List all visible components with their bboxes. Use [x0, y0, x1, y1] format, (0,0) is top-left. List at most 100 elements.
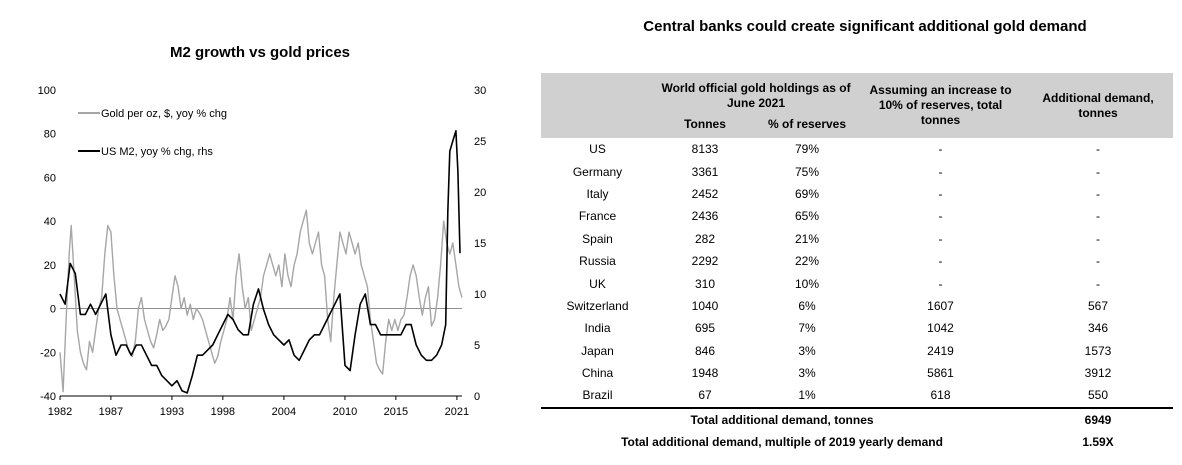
cell-tonnes: 3361 — [691, 164, 719, 179]
cell-country: China — [581, 366, 614, 381]
chart-series — [59, 130, 463, 394]
header-additional-demand: Additional demand, tonnes — [1023, 73, 1174, 138]
gold-holdings-table: World official gold holdings as of June … — [541, 73, 1174, 453]
table-row: India 695 7% 1042 346 — [541, 317, 1173, 339]
cell-additional-demand: 567 — [1088, 298, 1109, 313]
cell-pct-reserves: 7% — [798, 321, 816, 336]
cell-tonnes: 1948 — [691, 366, 719, 381]
cell-total-at-10pct: 2419 — [927, 343, 954, 358]
y-left-tick-label: 20 — [44, 260, 56, 272]
x-tick-label: 2021 — [445, 406, 469, 418]
demand-multiple-label: Total additional demand, multiple of 201… — [621, 434, 943, 449]
m2-growth-line — [59, 130, 461, 394]
table-row: US 8133 79% - - — [541, 138, 1173, 160]
y-left-tick-label: 100 — [38, 85, 56, 97]
cell-country: Switzerland — [566, 298, 629, 313]
table-row: UK 310 10% - - — [541, 272, 1173, 294]
cell-pct-reserves: 10% — [794, 276, 820, 291]
cell-tonnes: 282 — [694, 231, 716, 246]
cell-pct-reserves: 22% — [794, 254, 820, 269]
cell-total-at-10pct: 5861 — [927, 366, 954, 381]
cell-total-at-10pct: - — [938, 231, 943, 246]
cell-additional-demand: 550 — [1088, 388, 1109, 403]
table-row: Switzerland 1040 6% 1607 567 — [541, 295, 1173, 317]
chart-legend: Gold per oz, $, yoy % chg US M2, yoy % ch… — [78, 108, 227, 158]
y-right-tick-label: 0 — [474, 391, 480, 403]
table-footer: Total additional demand, tonnes 6949 Tot… — [541, 406, 1174, 453]
y-left-tick-label: 60 — [44, 172, 56, 184]
chart-panel: M2 growth vs gold prices 100 80 60 40 20 0 -20… — [0, 0, 520, 465]
demand-multiple-value: 1.59X — [1082, 434, 1114, 449]
cell-total-at-10pct: 1607 — [927, 298, 954, 313]
cell-country: US — [589, 142, 606, 157]
header-holdings-group: World official gold holdings as of June … — [654, 73, 859, 115]
header-pct-reserves: % of reserves — [756, 115, 859, 138]
header-assumption: Assuming an increase to 10% of reserves,… — [858, 73, 1024, 138]
cell-total-at-10pct: 618 — [930, 388, 951, 403]
table-row: Russia 2292 22% - - — [541, 250, 1173, 272]
table-title: Central banks could create significant a… — [643, 18, 1087, 35]
table-body: US 8133 79% - - Germany 3361 75% - - Italy 2452 69% -… — [541, 138, 1173, 408]
legend-label: US M2, yoy % chg, rhs — [101, 146, 213, 158]
cell-tonnes: 1040 — [691, 298, 719, 313]
total-demand-label: Total additional demand, tonnes — [541, 406, 1024, 431]
cell-additional-demand: 1573 — [1084, 343, 1112, 358]
cell-country: France — [578, 209, 617, 224]
cell-tonnes: 846 — [694, 343, 716, 358]
cell-tonnes: 8133 — [691, 142, 719, 157]
table-row: Germany 3361 75% - - — [541, 160, 1173, 182]
cell-total-at-10pct: - — [938, 254, 943, 269]
cell-additional-demand: 3912 — [1084, 366, 1112, 381]
y-right-tick-label: 25 — [474, 136, 486, 148]
cell-pct-reserves: 3% — [798, 343, 816, 358]
y-left-tick-label: 0 — [50, 304, 56, 316]
cell-additional-demand: - — [1096, 209, 1101, 224]
y-left-tick-label: 80 — [44, 129, 56, 141]
y-left-tick-label: -20 — [40, 347, 56, 359]
table-row: Japan 846 3% 2419 1573 — [541, 340, 1173, 362]
y-right-tick-label: 20 — [474, 187, 486, 199]
cell-country: Russia — [579, 254, 616, 269]
x-tick-label: 2010 — [333, 406, 357, 418]
cell-pct-reserves: 75% — [794, 164, 820, 179]
cell-country: Italy — [586, 186, 609, 201]
cell-pct-reserves: 65% — [794, 209, 820, 224]
header-tonnes: Tonnes — [654, 115, 756, 138]
table-row: Italy 2452 69% - - — [541, 183, 1173, 205]
cell-tonnes: 695 — [694, 321, 716, 336]
cell-additional-demand: - — [1096, 186, 1101, 201]
x-tick-label: 1982 — [48, 406, 72, 418]
y-right-tick-label: 10 — [474, 289, 486, 301]
chart-title: M2 growth vs gold prices — [169, 44, 351, 61]
cell-country: Germany — [572, 164, 623, 179]
cell-total-at-10pct: - — [938, 276, 943, 291]
cell-additional-demand: 346 — [1088, 321, 1109, 336]
x-tick-label: 2015 — [384, 406, 408, 418]
legend-label: Gold per oz, $, yoy % chg — [101, 108, 227, 120]
table-header: World official gold holdings as of June … — [541, 73, 1174, 138]
cell-total-at-10pct: - — [938, 164, 943, 179]
total-demand-value: 6949 — [1023, 406, 1174, 431]
cell-total-at-10pct: - — [938, 209, 943, 224]
x-tick-label: 1987 — [99, 406, 123, 418]
cell-pct-reserves: 69% — [794, 186, 820, 201]
cell-total-at-10pct: 1042 — [927, 321, 954, 336]
cell-country: Japan — [581, 343, 614, 358]
cell-tonnes: 2292 — [691, 254, 719, 269]
cell-total-at-10pct: - — [938, 142, 943, 157]
cell-additional-demand: - — [1096, 142, 1101, 157]
cell-pct-reserves: 6% — [798, 298, 816, 313]
y-left-tick-label: -40 — [40, 391, 56, 403]
cell-country: Spain — [582, 231, 613, 246]
x-tick-label: 2004 — [272, 406, 296, 418]
x-tick-label: 1993 — [160, 406, 184, 418]
cell-additional-demand: - — [1096, 164, 1101, 179]
cell-tonnes: 67 — [698, 388, 712, 403]
cell-country: Brazil — [582, 388, 613, 403]
y-right-tick-label: 15 — [474, 238, 486, 250]
cell-tonnes: 310 — [694, 276, 716, 291]
cell-pct-reserves: 1% — [798, 388, 816, 403]
cell-total-at-10pct: - — [938, 186, 943, 201]
